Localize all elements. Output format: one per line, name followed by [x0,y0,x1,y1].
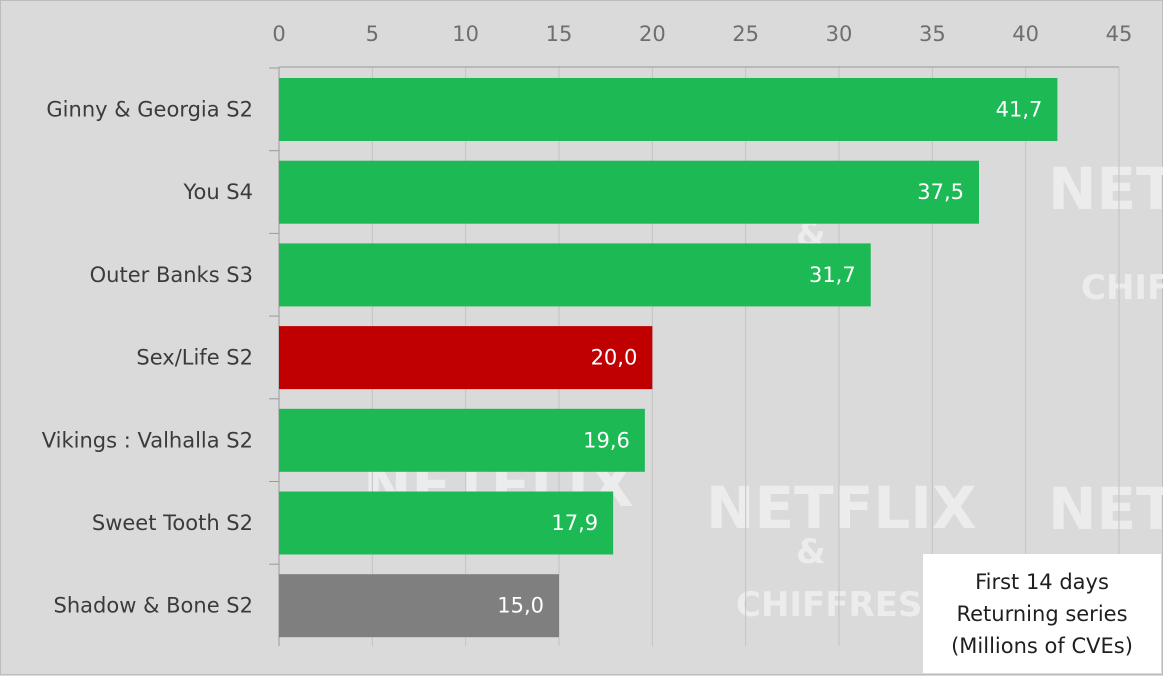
watermark-text: NETFLIX [1048,475,1163,543]
watermark-text: NETFLIX [1048,155,1163,223]
watermark-text: & [796,532,826,572]
bar [279,491,614,555]
bar [279,78,1058,141]
category-label: Sweet Tooth S2 [92,511,253,535]
category-label: Ginny & Georgia S2 [46,98,253,122]
x-tick-label: 35 [919,22,946,46]
category-label: You S4 [182,180,253,204]
x-tick-label: 10 [452,22,479,46]
x-tick-label: 0 [272,22,285,46]
category-label: Outer Banks S3 [90,263,253,287]
data-label: 17,9 [551,511,598,535]
bar [279,326,653,390]
bar [279,243,871,307]
category-label: Sex/Life S2 [136,346,253,370]
bar [279,160,979,224]
data-label: 37,5 [917,180,964,204]
x-tick-label: 5 [366,22,379,46]
watermark-text: CHIFFRES [736,585,922,625]
legend-line: Returning series [956,602,1128,626]
x-tick-label: 40 [1012,22,1039,46]
bar [279,408,645,472]
x-tick-label: 15 [546,22,573,46]
data-label: 20,0 [591,346,638,370]
legend-line: (Millions of CVEs) [951,634,1133,658]
data-label: 31,7 [809,263,856,287]
watermark-text: CHIFFRES [1081,268,1163,308]
data-label: 15,0 [497,594,544,618]
x-tick-label: 25 [732,22,759,46]
watermark-text: NETFLIX [706,474,977,542]
x-tick-label: 20 [639,22,666,46]
legend-box: First 14 days Returning series (Millions… [923,554,1161,673]
data-label: 19,6 [583,428,630,452]
bar [279,574,559,638]
data-label: 41,7 [996,98,1043,122]
category-label: Shadow & Bone S2 [54,594,253,618]
x-tick-label: 30 [826,22,853,46]
x-tick-label: 45 [1106,22,1133,46]
legend-line: First 14 days [975,570,1109,594]
category-label: Vikings : Valhalla S2 [42,428,253,452]
